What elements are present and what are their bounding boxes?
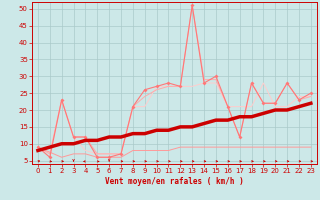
X-axis label: Vent moyen/en rafales ( km/h ): Vent moyen/en rafales ( km/h ) (105, 177, 244, 186)
